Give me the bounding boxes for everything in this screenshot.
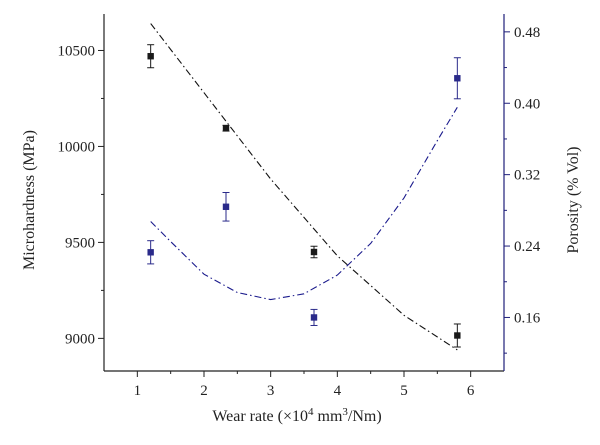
fit-curves: [150, 23, 458, 351]
data-point-right-1: [222, 192, 230, 222]
y-right-tick-label-0.16: 0.16: [514, 310, 541, 326]
axis-labels: Wear rate (×104 mm3/Nm) Microhardness (M…: [21, 130, 582, 425]
x-tick-label-3: 3: [267, 383, 275, 399]
data-point-right-2: [310, 308, 318, 326]
fit-curve-right: [150, 107, 458, 301]
marker: [310, 248, 318, 256]
marker: [147, 53, 154, 60]
y-right-tick-label-0.32: 0.32: [514, 168, 540, 184]
y-right-tick-label-0.40: 0.40: [514, 96, 540, 112]
data-point-right-3: [453, 57, 461, 100]
fit-curve-left: [150, 23, 458, 351]
data-point-left-2: [310, 245, 318, 259]
x-axis-label: Wear rate (×104 mm3/Nm): [212, 406, 381, 425]
y-left-tick-label-9500: 9500: [65, 235, 95, 251]
data-points: [147, 44, 461, 348]
y-axis-right-label: Porosity (% Vol): [565, 147, 582, 254]
marker: [222, 125, 230, 132]
y-right-tick-label-0.24: 0.24: [514, 239, 541, 255]
marker: [454, 332, 461, 339]
y-right-tick-label-0.48: 0.48: [514, 25, 540, 41]
y-left-tick-label-10500: 10500: [58, 43, 96, 59]
y-left-tick-label-10000: 10000: [58, 139, 96, 155]
marker: [147, 249, 154, 256]
data-point-left-0: [147, 44, 155, 69]
axes: 1 2 3 4 5 6 9000 9500 10000 10500 0.16 0.24 0.32 0.40…: [58, 14, 541, 399]
x-tick-label-5: 5: [400, 383, 408, 399]
x-tick-label-1: 1: [134, 383, 142, 399]
marker: [454, 75, 461, 82]
marker: [222, 203, 230, 210]
x-tick-label-2: 2: [200, 383, 208, 399]
data-point-left-1: [222, 124, 230, 132]
x-tick-label-6: 6: [467, 383, 475, 399]
y-left-tick-label-9000: 9000: [65, 331, 95, 347]
x-tick-label-4: 4: [334, 383, 342, 399]
y-axis-left-label: Microhardness (MPa): [21, 130, 38, 270]
data-point-left-3: [453, 323, 461, 348]
data-point-right-0: [147, 240, 155, 265]
marker: [310, 314, 318, 321]
